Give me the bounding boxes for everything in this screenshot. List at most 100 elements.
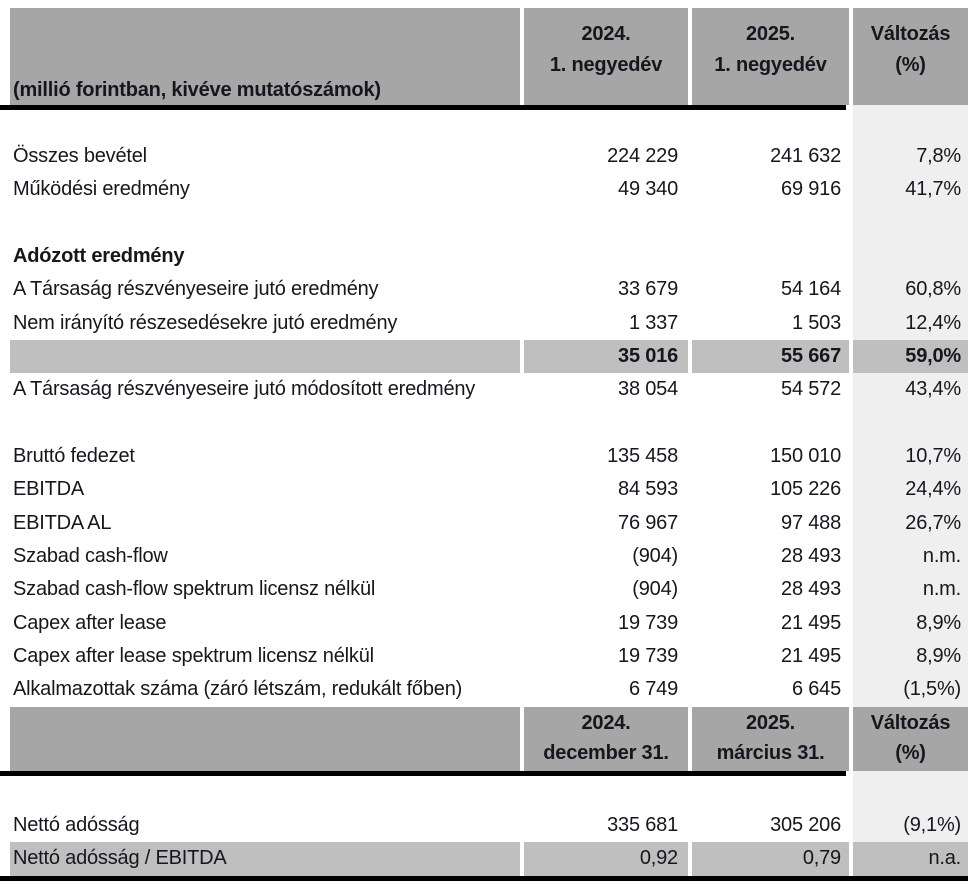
column-header-period: 1. negyedév: [549, 54, 663, 76]
change-value: 7,8%: [853, 140, 968, 174]
change-value: [853, 239, 968, 274]
table-row: Capex after lease 19 739 21 495 8,9%: [10, 606, 974, 641]
table-row: Működési eredmény 49 340 69 916 41,7%: [10, 173, 974, 207]
value-2024: 84 593: [618, 478, 678, 501]
change-column-strip: [853, 206, 968, 240]
header-rule: [0, 105, 974, 110]
value-2024: 0,92: [524, 842, 688, 876]
section-header-row: Adózott eredmény: [10, 239, 974, 274]
change-value: (9,1%): [853, 808, 968, 843]
value-2024: 224 229: [607, 145, 678, 167]
section-title: Adózott eredmény: [13, 244, 185, 267]
change-value: n.m.: [853, 539, 968, 574]
value-2024: 6 749: [628, 678, 678, 701]
row-label: Szabad cash-flow spektrum licensz nélkül: [13, 578, 376, 601]
column-header-year: 2024.: [581, 23, 631, 45]
row-label: EBITDA AL: [13, 511, 112, 534]
spacer-row: [0, 206, 974, 240]
change-value: n.a.: [853, 842, 968, 876]
value-2025: 28 493: [781, 544, 841, 567]
value-2024: (904): [632, 578, 678, 601]
value-2025: 241 632: [770, 145, 841, 167]
value-2024: 35 016: [524, 339, 688, 374]
value-2024: 49 340: [618, 178, 678, 201]
change-value: 24,4%: [853, 473, 968, 507]
table-row: EBITDA 84 593 105 226 24,4%: [10, 473, 974, 507]
column-header-date: március 31.: [716, 741, 825, 764]
value-2024: 38 054: [618, 378, 678, 401]
value-2024: 33 679: [618, 278, 678, 301]
row-label: Működési eredmény: [13, 178, 190, 201]
value-2025: 21 495: [781, 645, 841, 668]
rule-bar: [0, 875, 968, 881]
value-2025: 21 495: [781, 611, 841, 634]
row-label: Szabad cash-flow: [13, 544, 168, 567]
change-column-strip: [853, 770, 968, 776]
change-value: 43,4%: [853, 373, 968, 407]
change-value: 12,4%: [853, 306, 968, 340]
value-2025: 54 572: [781, 378, 841, 401]
table-header-date: 2024. december 31. 2025. március 31. Vál…: [10, 706, 974, 771]
table-header-quarter: (millió forintban, kivéve mutatószámok) …: [10, 8, 974, 105]
row-label: A Társaság részvényeseire jutó eredmény: [13, 278, 379, 301]
table-row: A Társaság részvényeseire jutó módosítot…: [10, 373, 974, 407]
row-label: Nettó adósság / EBITDA: [10, 842, 520, 876]
value-2024: 335 681: [607, 813, 678, 836]
change-column-strip: [853, 110, 968, 140]
value-2025: 105 226: [770, 478, 841, 501]
row-label: Capex after lease spektrum licensz nélkü…: [13, 645, 374, 668]
row-label: [10, 339, 520, 374]
value-2025: [692, 240, 849, 273]
row-label: Összes bevétel: [13, 145, 147, 167]
row-label: EBITDA: [13, 478, 85, 501]
change-value: 8,9%: [853, 640, 968, 674]
value-2025: 54 164: [781, 278, 841, 301]
row-label: Alkalmazottak száma (záró létszám, reduk…: [13, 678, 463, 701]
column-header-date: december 31.: [543, 741, 669, 764]
change-column-strip: [853, 775, 968, 809]
change-value: n.m.: [853, 573, 968, 607]
column-header-2025-mar31: 2025. március 31.: [692, 706, 849, 771]
change-value: (1,5%): [853, 673, 968, 707]
change-value: 60,8%: [853, 273, 968, 307]
bottom-rule: [0, 875, 974, 881]
change-value: 10,7%: [853, 439, 968, 474]
value-2025: 150 010: [770, 444, 841, 467]
table-row: Bruttó fedezet 135 458 150 010 10,7%: [10, 439, 974, 474]
table-row: Nettó adósság 335 681 305 206 (9,1%): [10, 808, 974, 843]
spacer-row: [0, 775, 974, 809]
column-header-year: 2025.: [745, 23, 796, 45]
spacer-row: [0, 110, 974, 140]
column-header-change: Változás (%): [853, 706, 968, 771]
table-row: Alkalmazottak száma (záró létszám, reduk…: [10, 673, 974, 707]
value-2024: 135 458: [607, 444, 678, 467]
table-row: Capex after lease spektrum licensz nélkü…: [10, 640, 974, 674]
change-value: 8,9%: [853, 606, 968, 641]
row-label: Capex after lease: [13, 611, 167, 634]
value-2025: 1 503: [791, 311, 841, 334]
value-2024: 19 739: [618, 611, 678, 634]
unit-note: (millió forintban, kivéve mutatószámok): [10, 8, 520, 105]
value-2024: [524, 240, 688, 273]
subtotal-row: 35 016 55 667 59,0%: [10, 339, 974, 374]
row-label: A Társaság részvényeseire jutó módosítot…: [13, 378, 476, 401]
column-header-2024-dec31: 2024. december 31.: [524, 706, 688, 771]
value-2024: 76 967: [618, 511, 678, 534]
value-2025: 305 206: [770, 813, 841, 836]
column-header-change-label: Változás: [870, 711, 951, 734]
row-label: Bruttó fedezet: [13, 444, 135, 467]
value-2025: 55 667: [692, 339, 849, 374]
column-header-change-unit: (%): [895, 741, 926, 764]
value-2025: 0,79: [692, 842, 849, 876]
value-2025: 28 493: [781, 578, 841, 601]
column-header-period: 1. negyedév: [714, 54, 827, 76]
column-header-change: Változás (%): [853, 8, 968, 105]
change-value: 59,0%: [853, 339, 968, 374]
value-2024: 19 739: [618, 645, 678, 668]
table-row: Nem irányító részesedésekre jutó eredmén…: [10, 306, 974, 340]
row-label: Nettó adósság: [13, 813, 140, 836]
rule-bar: [0, 105, 846, 110]
value-2025: 69 916: [781, 178, 841, 201]
column-header-year: 2024.: [581, 711, 631, 734]
